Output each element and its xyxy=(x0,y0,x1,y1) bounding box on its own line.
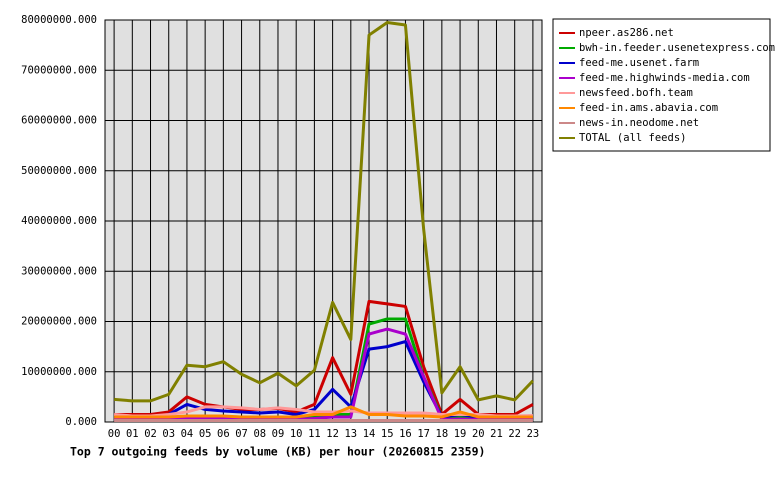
series-line xyxy=(113,21,534,403)
legend-label: feed-me.usenet.farm xyxy=(579,57,699,69)
x-tick-label: 13 xyxy=(344,428,357,440)
x-tick-label: 00 xyxy=(108,428,121,440)
y-tick-label: 60000000.000 xyxy=(21,115,97,127)
x-tick-label: 15 xyxy=(381,428,394,440)
x-tick-label: 05 xyxy=(199,428,212,440)
y-tick-label: 40000000.000 xyxy=(21,215,97,227)
series-line xyxy=(113,405,533,418)
x-tick-label: 06 xyxy=(217,428,230,440)
legend-label: newsfeed.bofh.team xyxy=(579,87,693,99)
x-tick-label: 04 xyxy=(181,428,194,440)
legend-label: feed-in.ams.abavia.com xyxy=(579,102,718,114)
x-tick-label: 19 xyxy=(454,428,467,440)
y-tick-label: 10000000.000 xyxy=(21,366,97,378)
series-line xyxy=(114,405,533,419)
x-tick-label: 17 xyxy=(417,428,430,440)
x-tick-label: 11 xyxy=(308,428,321,440)
x-tick-label: 18 xyxy=(436,428,449,440)
x-tick-label: 09 xyxy=(272,428,285,440)
x-tick-label: 22 xyxy=(508,428,521,440)
y-tick-label: 30000000.000 xyxy=(21,265,97,277)
x-tick-label: 03 xyxy=(162,428,175,440)
legend-label: TOTAL (all feeds) xyxy=(579,132,686,144)
x-tick-label: 23 xyxy=(527,428,540,440)
y-tick-label: 70000000.000 xyxy=(21,64,97,76)
x-tick-label: 02 xyxy=(144,428,157,440)
series-line xyxy=(114,299,534,416)
y-tick-label: 50000000.000 xyxy=(21,165,97,177)
x-tick-label: 16 xyxy=(399,428,412,440)
chart-title: Top 7 outgoing feeds by volume (KB) per … xyxy=(70,445,485,459)
legend-box xyxy=(552,18,771,152)
x-tick-label: 20 xyxy=(472,428,485,440)
legend-label: news-in.neodome.net xyxy=(579,117,699,129)
legend-label: npeer.as286.net xyxy=(579,27,674,39)
x-tick-label: 12 xyxy=(326,428,339,440)
x-tick-label: 01 xyxy=(126,428,139,440)
x-tick-label: 14 xyxy=(363,428,376,440)
x-tick-label: 08 xyxy=(253,428,266,440)
legend-label: bwh-in.feeder.usenetexpress.com xyxy=(579,42,775,54)
y-tick-label: 0.000 xyxy=(65,416,97,428)
x-tick-label: 07 xyxy=(235,428,248,440)
y-tick-label: 80000000.000 xyxy=(21,14,97,26)
x-tick-label: 10 xyxy=(290,428,303,440)
y-tick-label: 20000000.000 xyxy=(21,316,97,328)
legend-label: feed-me.highwinds-media.com xyxy=(579,72,750,84)
x-tick-label: 21 xyxy=(490,428,503,440)
